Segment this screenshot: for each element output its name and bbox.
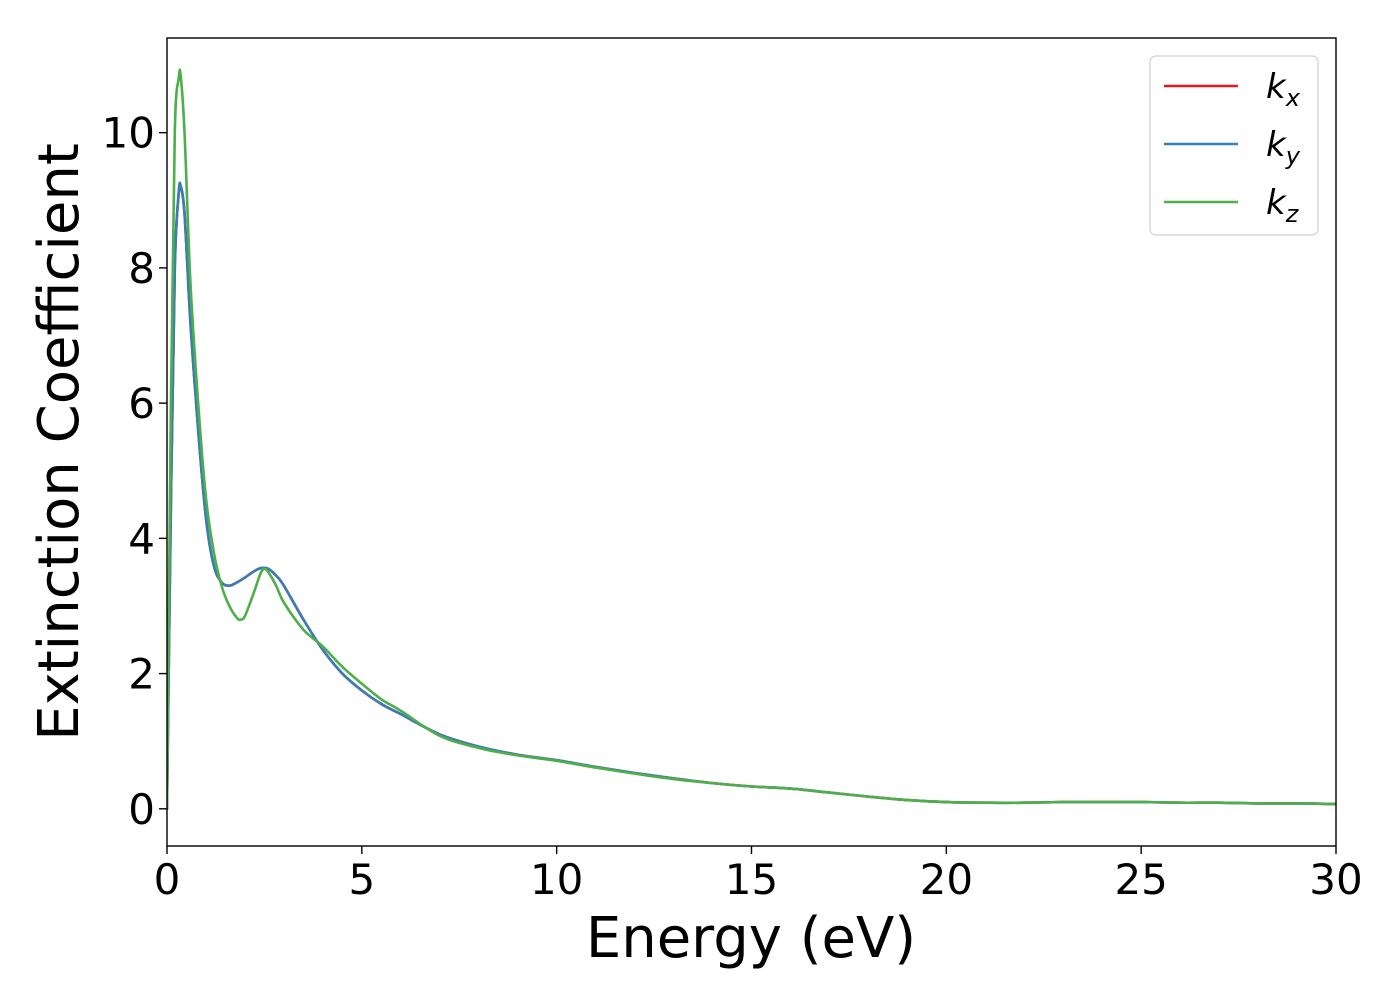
legend: kx ky kz [1149,55,1319,236]
x-tick-label: 10 [530,855,583,904]
y-tick-label: 0 [128,785,155,834]
plot-area [167,68,1336,811]
y-tick-label: 6 [128,379,155,428]
y-tick-label: 8 [128,244,155,293]
legend-label-y: ky [1266,125,1301,170]
series-line-z [167,68,1336,811]
x-tick-label: 15 [725,855,778,904]
y-tick-label: 4 [128,514,155,563]
legend-label-x: kx [1266,67,1301,112]
y-tick-label: 10 [102,109,155,158]
legend-label-z: kz [1266,183,1300,228]
x-tick-label: 25 [1114,855,1167,904]
x-axis: 0 5 10 15 20 25 30 [154,846,1363,904]
series-line-y [167,181,1336,811]
x-tick-label: 30 [1309,855,1362,904]
x-tick-label: 5 [348,855,375,904]
y-tick-label: 2 [128,650,155,699]
x-tick-label: 20 [920,855,973,904]
x-tick-label: 0 [154,855,181,904]
legend-box [1149,55,1319,236]
series-line-x [167,182,1336,811]
y-axis-label: Extinction Coefficient [27,143,92,741]
y-axis: 0 2 4 6 8 10 [102,109,167,834]
x-axis-label: Energy (eV) [586,906,916,971]
